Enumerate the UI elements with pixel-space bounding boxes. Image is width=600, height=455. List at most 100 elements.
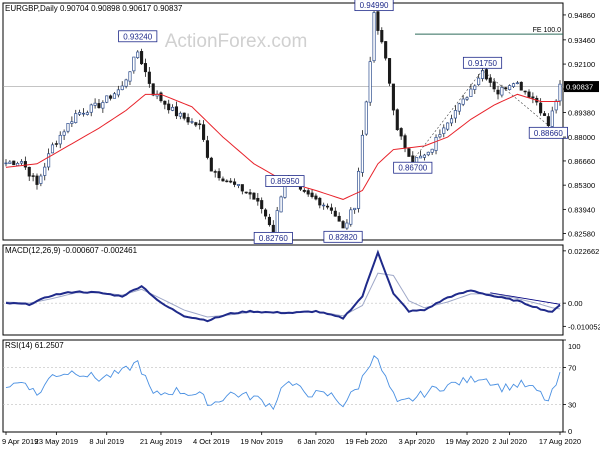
price-annotation: 0.86700 [393, 161, 433, 174]
candle-body [306, 190, 310, 195]
candle [368, 56, 372, 106]
candle-body [477, 77, 481, 86]
macd-panel [3, 249, 563, 323]
candle [457, 102, 461, 115]
candle [310, 189, 314, 199]
candle [473, 84, 477, 94]
candle [66, 123, 70, 134]
candle [511, 82, 516, 89]
candle-body [527, 91, 531, 98]
candle-body [31, 175, 35, 177]
candle [136, 50, 140, 59]
candle-body [488, 77, 492, 83]
annotation-text: 0.88660 [534, 129, 563, 138]
candle [500, 84, 504, 98]
candle-body [43, 166, 47, 176]
candle-body [16, 163, 20, 166]
candle [233, 178, 237, 188]
candle [550, 106, 554, 131]
candle-body [8, 161, 12, 164]
annotation-box [118, 30, 158, 43]
x-tick-label: 19 Feb 2020 [345, 437, 387, 446]
candle-body [546, 116, 550, 127]
candle [302, 188, 306, 194]
candle [418, 150, 423, 159]
candle-body [333, 210, 337, 217]
annotation-box [323, 230, 363, 243]
candle-body [151, 83, 155, 96]
candle-body [186, 117, 190, 123]
candle-body [47, 153, 51, 168]
candle-body [229, 180, 233, 183]
price-annotation: 0.93240 [118, 30, 158, 43]
rsi-title: RSI(14) 61.2507 [5, 341, 64, 350]
candle-body [449, 118, 454, 124]
candle [407, 148, 411, 157]
annotation-text: 0.82760 [259, 234, 288, 243]
candle [356, 167, 361, 213]
y-tick-label: 0.85300 [568, 181, 595, 190]
candle-body [434, 137, 438, 151]
candle-body [539, 102, 543, 114]
candle-body [124, 79, 128, 87]
annotation-text: 0.91750 [468, 59, 497, 68]
candle-body [66, 123, 70, 132]
y-tick-label: 0.83940 [568, 205, 595, 214]
candle-body [163, 100, 167, 105]
y-tick-label: 0.86660 [568, 157, 595, 166]
candle [4, 159, 8, 167]
y-tick-label: 100 [568, 342, 581, 351]
candle [244, 191, 248, 194]
candle [93, 98, 97, 109]
candle-body [554, 100, 558, 111]
candle [202, 120, 206, 142]
candle-body [194, 122, 198, 126]
candle [58, 131, 62, 149]
candle-body [426, 151, 430, 156]
candle [70, 116, 74, 127]
candle [27, 166, 31, 181]
price-panel: FE 100.0 0.93240 0.82760 0.85950 0.82820 0.94… [3, 0, 568, 244]
candle-body [318, 197, 322, 206]
candle [236, 184, 240, 189]
fe-100-label: FE 100.0 [533, 27, 562, 34]
candle [23, 156, 27, 170]
candle [256, 193, 260, 206]
candle-body [360, 134, 364, 173]
candle-body [267, 216, 271, 226]
rsi-line [5, 355, 561, 411]
candle [101, 100, 105, 113]
candle-body [209, 157, 213, 172]
candle-body [23, 161, 27, 168]
candle-body [349, 209, 353, 225]
y-tick-label: 0.94860 [568, 11, 595, 20]
y-tick-label: 0.82580 [568, 230, 595, 239]
candle-body [473, 85, 477, 90]
candle [519, 81, 523, 91]
candle-body [252, 192, 256, 200]
candle [426, 151, 430, 157]
candle [190, 118, 194, 125]
candle [264, 208, 268, 220]
candle-body [368, 61, 372, 103]
candle-body [202, 124, 206, 140]
candle-body [248, 192, 252, 195]
candle [43, 162, 47, 181]
candle [109, 94, 113, 101]
symbol-info: EURGBP,Daily [5, 4, 58, 13]
candle [194, 121, 198, 128]
candle-body [422, 154, 426, 158]
candle-body [515, 82, 519, 85]
candle [267, 213, 271, 227]
candle [213, 169, 217, 178]
candle [372, 10, 376, 63]
candle-body [341, 221, 345, 229]
candle [469, 83, 473, 97]
candle [167, 99, 171, 114]
candle-body [190, 121, 194, 123]
candle-body [54, 143, 58, 145]
price-annotation: 0.94990 [354, 0, 394, 12]
candle [329, 203, 333, 215]
